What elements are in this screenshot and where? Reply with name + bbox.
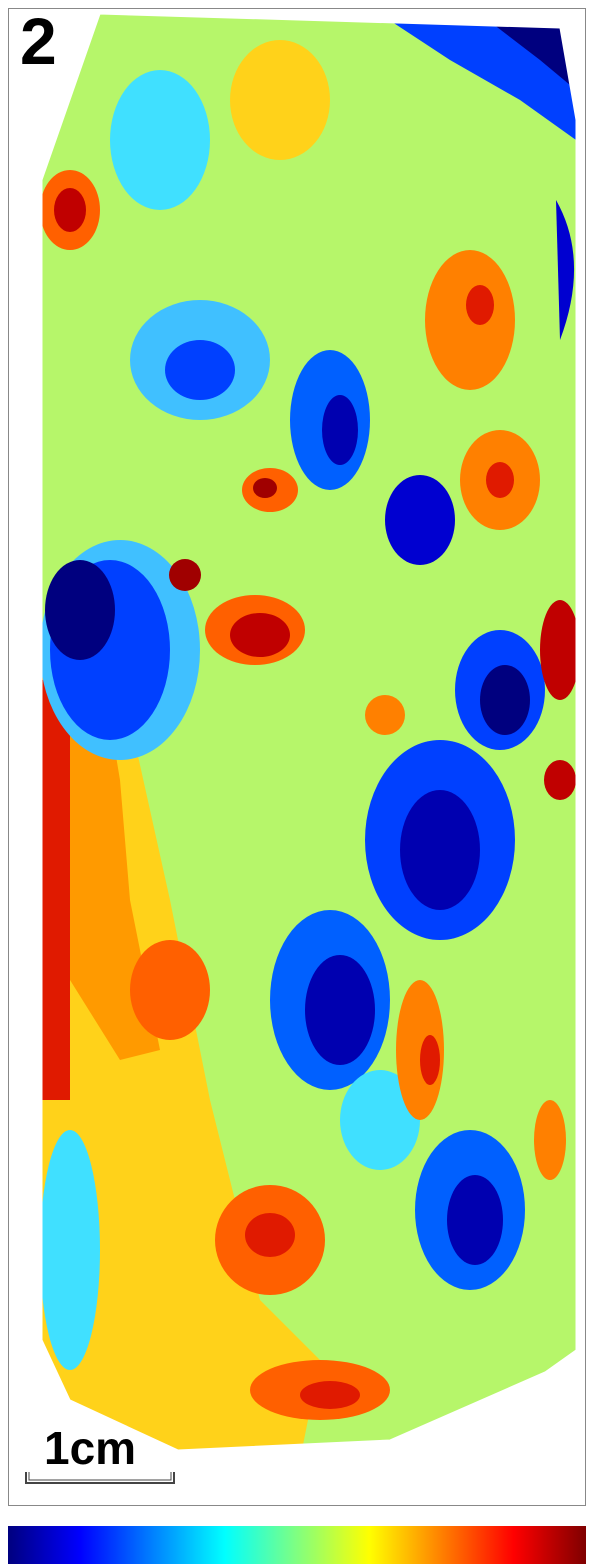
scale-bar (25, 1472, 175, 1484)
colorbar (8, 1526, 586, 1564)
panel-number: 2 (20, 4, 57, 78)
scale-bar-label: 1cm (44, 1422, 137, 1474)
